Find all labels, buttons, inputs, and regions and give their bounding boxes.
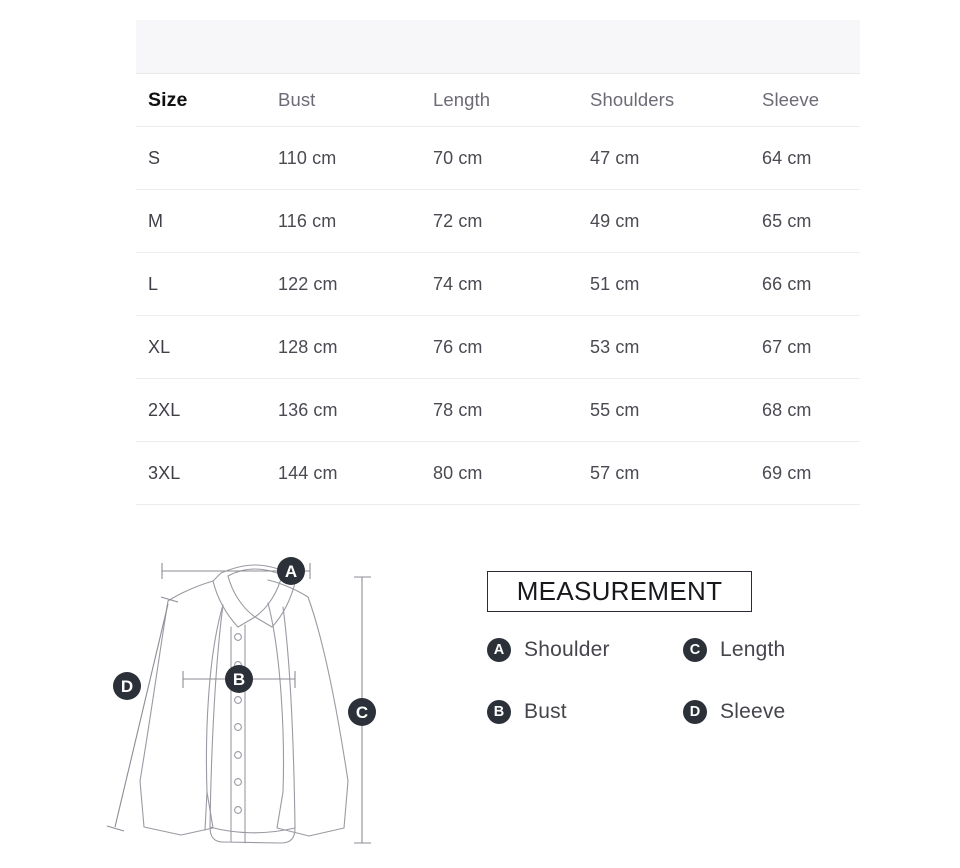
cell-shoulders: 51 cm — [578, 252, 750, 316]
cell-size: L — [136, 252, 266, 316]
column-header-shoulders: Shoulders — [578, 73, 750, 127]
cell-bust: 144 cm — [266, 441, 421, 505]
table-row: M 116 cm 72 cm 49 cm 65 cm — [136, 189, 860, 253]
legend-badge-b: B — [487, 700, 511, 724]
diagram-badge-d-label: D — [121, 677, 133, 696]
cell-bust: 122 cm — [266, 252, 421, 316]
cell-bust: 128 cm — [266, 315, 421, 379]
cell-shoulders: 57 cm — [578, 441, 750, 505]
table-row: L 122 cm 74 cm 51 cm 66 cm — [136, 252, 860, 316]
cell-length: 70 cm — [421, 126, 578, 190]
legend-badge-c: C — [683, 638, 707, 662]
size-chart-table-container: Size Bust Length Shoulders Sleeve S 110 … — [136, 20, 860, 505]
cell-bust: 136 cm — [266, 378, 421, 442]
measurement-legend: MEASUREMENT A Shoulder C Length B Bust D… — [487, 571, 817, 724]
measurement-title: MEASUREMENT — [516, 576, 723, 606]
cell-shoulders: 55 cm — [578, 378, 750, 442]
size-chart-table: Size Bust Length Shoulders Sleeve S 110 … — [136, 20, 860, 505]
diagram-badge-a: A — [277, 557, 305, 585]
legend-item-length: C Length — [683, 638, 817, 662]
cell-sleeve: 66 cm — [750, 252, 860, 316]
cell-bust: 116 cm — [266, 189, 421, 253]
cell-length: 76 cm — [421, 315, 578, 379]
legend-label-bust: Bust — [524, 700, 567, 723]
legend-item-sleeve: D Sleeve — [683, 700, 817, 724]
table-row: S 110 cm 70 cm 47 cm 64 cm — [136, 126, 860, 190]
cell-length: 78 cm — [421, 378, 578, 442]
cell-size: S — [136, 126, 266, 190]
cell-length: 80 cm — [421, 441, 578, 505]
cell-size: XL — [136, 315, 266, 379]
table-row: 2XL 136 cm 78 cm 55 cm 68 cm — [136, 378, 860, 442]
legend-label-length: Length — [720, 638, 786, 661]
shirt-buttons — [234, 633, 242, 814]
table-row: XL 128 cm 76 cm 53 cm 67 cm — [136, 315, 860, 379]
cell-shoulders: 49 cm — [578, 189, 750, 253]
cell-sleeve: 64 cm — [750, 126, 860, 190]
column-header-sleeve: Sleeve — [750, 73, 860, 127]
legend-label-shoulder: Shoulder — [524, 638, 610, 661]
cell-size: M — [136, 189, 266, 253]
cell-size: 3XL — [136, 441, 266, 505]
cell-shoulders: 53 cm — [578, 315, 750, 379]
table-top-band-cell — [136, 20, 860, 74]
cell-bust: 110 cm — [266, 126, 421, 190]
cell-length: 74 cm — [421, 252, 578, 316]
cell-shoulders: 47 cm — [578, 126, 750, 190]
cell-sleeve: 68 cm — [750, 378, 860, 442]
column-header-length: Length — [421, 73, 578, 127]
dimension-line-d — [106, 596, 179, 832]
legend-item-bust: B Bust — [487, 700, 683, 724]
diagram-badge-b-label: B — [233, 670, 245, 689]
legend-item-shoulder: A Shoulder — [487, 638, 683, 662]
cell-sleeve: 65 cm — [750, 189, 860, 253]
cell-sleeve: 69 cm — [750, 441, 860, 505]
legend-label-sleeve: Sleeve — [720, 700, 786, 723]
cell-size: 2XL — [136, 378, 266, 442]
diagram-badge-d: D — [113, 672, 141, 700]
diagram-badge-c: C — [348, 698, 376, 726]
table-header-row: Size Bust Length Shoulders Sleeve — [136, 73, 860, 127]
column-header-bust: Bust — [266, 73, 421, 127]
table-row: 3XL 144 cm 80 cm 57 cm 69 cm — [136, 441, 860, 505]
measurement-title-box: MEASUREMENT — [487, 571, 752, 612]
diagram-badge-a-label: A — [285, 562, 297, 581]
measurement-legend-grid: A Shoulder C Length B Bust D Sleeve — [487, 638, 817, 724]
diagram-badge-c-label: C — [356, 703, 368, 722]
cell-length: 72 cm — [421, 189, 578, 253]
column-header-size: Size — [136, 73, 266, 127]
shirt-measurement-diagram: A B C D — [95, 545, 415, 860]
table-top-band-row — [136, 20, 860, 74]
legend-badge-d: D — [683, 700, 707, 724]
diagram-badge-b: B — [225, 665, 253, 693]
cell-sleeve: 67 cm — [750, 315, 860, 379]
legend-badge-a: A — [487, 638, 511, 662]
